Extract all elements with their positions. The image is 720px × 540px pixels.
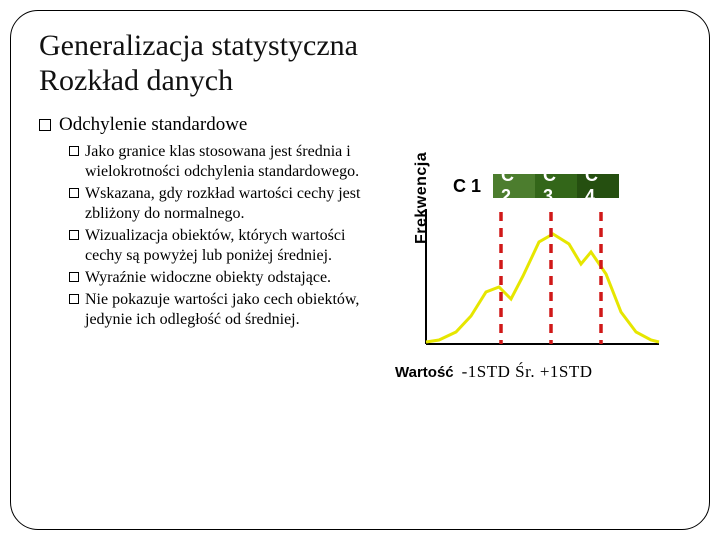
class-label-c1: C 1 — [441, 174, 493, 198]
slide-title: Generalizacja statystyczna Rozkład danyc… — [39, 29, 681, 98]
lvl1-text: Odchylenie standardowe — [59, 114, 247, 136]
text-column: Odchylenie standardowe Jako granice klas… — [39, 114, 371, 404]
slide-frame: Generalizacja statystyczna Rozkład danyc… — [10, 10, 710, 530]
content-row: Odchylenie standardowe Jako granice klas… — [39, 114, 681, 404]
x-axis-label: Wartość — [395, 364, 454, 381]
bullet-text: Wskazana, gdy rozkład wartości cechy jes… — [85, 184, 371, 224]
chart-column: C 1 C 2 C 3 C 4 Frekwencja — [381, 114, 681, 404]
list-item: Jako granice klas stosowana jest średnia… — [69, 142, 371, 182]
class-label-row: C 1 C 2 C 3 C 4 — [441, 174, 619, 198]
plot-area: Frekwencja Wartość -1STD Śr. +1STD — [421, 204, 661, 354]
title-line-2: Rozkład danych — [39, 64, 233, 97]
bullet-text: Jako granice klas stosowana jest średnia… — [85, 142, 371, 182]
title-line-1: Generalizacja statystyczna — [39, 29, 358, 62]
square-bullet-icon — [69, 146, 79, 156]
class-label-c4: C 4 — [577, 174, 619, 198]
x-axis-ticks: -1STD Śr. +1STD — [462, 362, 593, 382]
chart-svg — [421, 204, 661, 354]
bullet-text: Wizualizacja obiektów, których wartości … — [85, 226, 371, 266]
list-item: Wizualizacja obiektów, których wartości … — [69, 226, 371, 266]
bullet-text: Nie pokazuje wartości jako cech obiektów… — [85, 290, 371, 330]
list-item: Wskazana, gdy rozkład wartości cechy jes… — [69, 184, 371, 224]
bullet-text: Wyraźnie widoczne obiekty odstające. — [85, 268, 331, 288]
square-bullet-icon — [39, 119, 51, 131]
square-bullet-icon — [69, 230, 79, 240]
x-axis-label-row: Wartość -1STD Śr. +1STD — [395, 362, 685, 382]
square-bullet-icon — [69, 294, 79, 304]
list-item: Nie pokazuje wartości jako cech obiektów… — [69, 290, 371, 330]
distribution-chart: C 1 C 2 C 3 C 4 Frekwencja — [381, 174, 671, 404]
list-item: Wyraźnie widoczne obiekty odstające. — [69, 268, 371, 288]
y-axis-label: Frekwencja — [413, 152, 431, 244]
square-bullet-icon — [69, 188, 79, 198]
bullet-level1: Odchylenie standardowe — [39, 114, 371, 136]
class-label-c2: C 2 — [493, 174, 535, 198]
class-label-c3: C 3 — [535, 174, 577, 198]
square-bullet-icon — [69, 272, 79, 282]
bullet-level2-list: Jako granice klas stosowana jest średnia… — [39, 142, 371, 330]
distribution-curve — [426, 234, 659, 342]
